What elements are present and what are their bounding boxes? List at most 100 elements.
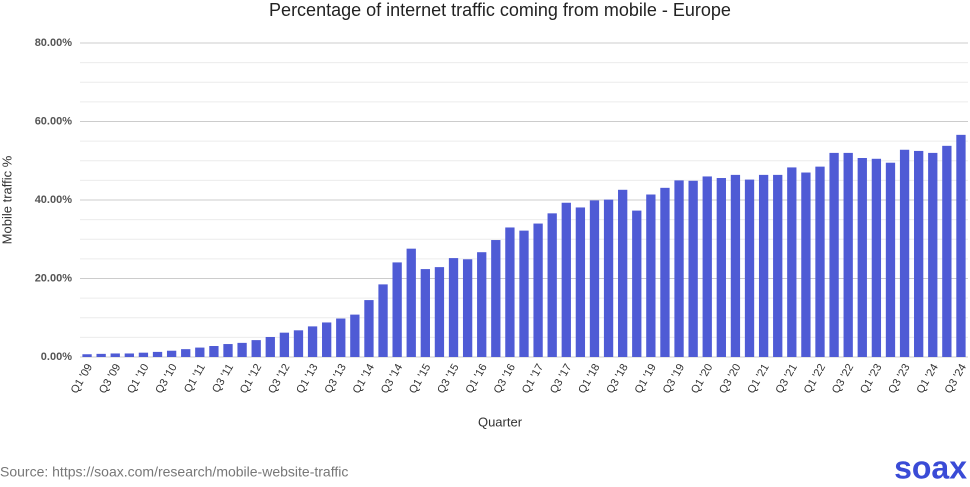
y-tick-label: 40.00% <box>35 194 73 206</box>
bar <box>209 346 219 357</box>
bar <box>716 178 726 357</box>
x-tick-label: Q1 '23 <box>858 362 884 396</box>
bar <box>378 284 388 357</box>
x-tick-label: Q1 '15 <box>407 362 433 396</box>
bar <box>871 158 882 357</box>
bar <box>815 166 825 357</box>
x-tick-label: Q1 '17 <box>520 362 546 396</box>
bar <box>293 330 304 357</box>
bar <box>773 174 783 357</box>
bar <box>138 352 149 357</box>
x-tick-label: Q1 '21 <box>745 362 771 396</box>
bar <box>152 351 163 357</box>
bar <box>603 199 614 357</box>
bar <box>364 300 374 357</box>
x-tick-label: Q3 '17 <box>548 362 574 396</box>
bar <box>519 230 529 357</box>
bar <box>787 167 797 357</box>
x-tick-label: Q3 '18 <box>604 362 630 396</box>
bar <box>575 207 586 357</box>
bar <box>110 353 120 357</box>
bar <box>477 252 487 357</box>
bar <box>674 180 684 357</box>
x-tick-label: Q1 '14 <box>351 362 377 396</box>
bar <box>420 269 430 357</box>
bar <box>322 322 332 357</box>
x-tick-label: Q1 '09 <box>69 362 95 396</box>
x-tick-label: Q1 '19 <box>633 362 659 396</box>
bar <box>223 344 233 357</box>
x-tick-label: Q1 '18 <box>576 362 602 396</box>
x-tick-label: Q3 '10 <box>153 362 179 396</box>
x-tick-label: Q1 '24 <box>914 362 940 396</box>
x-tick-label: Q3 '24 <box>943 362 969 396</box>
x-tick-label: Q3 '19 <box>661 362 687 396</box>
bar <box>688 180 698 357</box>
y-tick-label: 60.00% <box>35 115 73 127</box>
bar <box>829 152 839 357</box>
bar <box>491 240 501 357</box>
x-axis-label: Quarter <box>478 414 523 429</box>
bar <box>942 145 952 357</box>
bar <box>505 227 515 357</box>
x-tick-label: Q1 '13 <box>294 362 320 396</box>
x-tick-label: Q3 '22 <box>830 362 856 396</box>
bar <box>561 202 571 357</box>
bar <box>392 262 402 357</box>
bar <box>914 150 924 357</box>
bar <box>758 174 769 357</box>
bar <box>646 194 656 357</box>
x-tick-label: Q1 '16 <box>463 362 489 396</box>
bar <box>885 162 896 357</box>
bar <box>533 223 543 357</box>
x-tick-label: Q3 '13 <box>322 362 348 396</box>
bar <box>730 174 741 357</box>
bar <box>843 152 853 357</box>
bar <box>744 179 755 357</box>
bar <box>547 213 557 357</box>
x-tick-label: Q3 '15 <box>435 362 461 396</box>
logo: soax <box>894 449 967 482</box>
x-tick-label: Q1 '10 <box>125 362 151 396</box>
x-tick-label: Q3 '14 <box>379 362 405 396</box>
x-tick-label: Q3 '12 <box>266 362 292 396</box>
x-tick-label: Q1 '11 <box>182 362 208 395</box>
x-tick-label: Q3 '21 <box>773 362 799 396</box>
y-tick-label: 20.00% <box>35 272 73 284</box>
bar <box>124 353 134 357</box>
y-tick-label: 80.00% <box>35 37 73 49</box>
bar <box>857 158 867 357</box>
y-axis-label: Mobile traffic % <box>0 155 14 244</box>
bar <box>237 342 247 357</box>
x-tick-label: Q3 '16 <box>492 362 518 396</box>
x-tick-label: Q1 '12 <box>238 362 264 396</box>
bar <box>96 353 106 357</box>
bar <box>265 336 275 357</box>
bar <box>632 210 642 357</box>
bar <box>195 347 205 357</box>
bar <box>166 350 177 357</box>
bar <box>462 259 473 357</box>
bar <box>801 172 811 357</box>
bar <box>181 349 191 357</box>
source-note: Source: https://soax.com/research/mobile… <box>0 464 348 480</box>
bar <box>956 134 966 357</box>
bar <box>618 189 628 357</box>
bar <box>82 354 92 357</box>
bar <box>928 152 938 357</box>
x-tick-label: Q1 '20 <box>689 362 715 396</box>
bar <box>702 176 712 357</box>
bar <box>336 318 346 357</box>
bar <box>589 200 600 357</box>
bar <box>251 340 261 357</box>
bar <box>350 314 360 357</box>
x-tick-label: Q1 '22 <box>802 362 828 396</box>
x-tick-label: Q3 '23 <box>886 362 912 396</box>
x-tick-label: Q3 '09 <box>97 362 123 396</box>
y-tick-label: 0.00% <box>41 351 72 363</box>
bar <box>307 326 318 357</box>
bar <box>899 149 910 357</box>
bar <box>279 332 290 357</box>
